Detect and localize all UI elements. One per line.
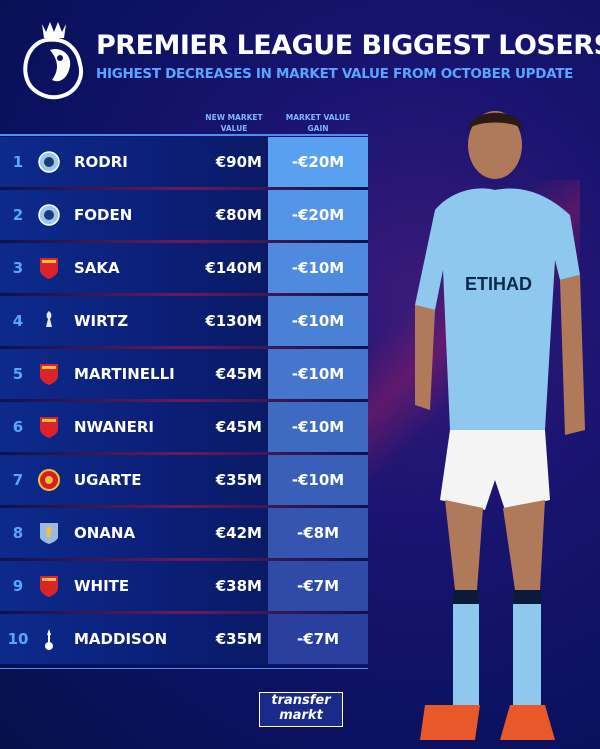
- new-market-value: €130M: [205, 312, 262, 330]
- market-value-gain: -€20M: [268, 137, 368, 187]
- market-value-gain: -€7M: [268, 561, 368, 611]
- rank-number: 10: [7, 630, 29, 648]
- new-market-value: €45M: [215, 365, 262, 383]
- table-row: 4 WIRTZ €130M -€10M: [0, 296, 368, 349]
- row-separator: [0, 611, 368, 614]
- table-row: 10 MADDISON €35M -€7M: [0, 614, 368, 664]
- row-separator: [0, 346, 368, 349]
- player-name: RODRI: [74, 153, 128, 171]
- brand-text-line1: transfer: [271, 693, 331, 708]
- market-value-gain: -€20M: [268, 190, 368, 240]
- new-market-value: €35M: [215, 630, 262, 648]
- page-subtitle: HIGHEST DECREASES IN MARKET VALUE FROM O…: [96, 66, 574, 82]
- player-photo: ETIHAD: [415, 111, 585, 740]
- player-name: WIRTZ: [74, 312, 129, 330]
- player-name: SAKA: [74, 259, 120, 277]
- tottenham-badge-icon: [45, 629, 53, 650]
- arsenal-badge-icon: [40, 417, 58, 438]
- row-separator: [0, 452, 368, 455]
- column-header-new-market-value: NEW MARKET VALUE: [205, 113, 263, 133]
- table-row: 3 SAKA €140M -€10M: [0, 243, 368, 296]
- arsenal-badge-icon: [40, 576, 58, 597]
- rank-number: 4: [12, 312, 24, 330]
- new-market-value: €42M: [215, 524, 262, 542]
- row-background: [0, 614, 268, 664]
- table-bottom-border: [0, 668, 368, 669]
- man-city-badge-icon: [38, 204, 60, 226]
- market-value-gain: -€10M: [268, 455, 368, 505]
- new-market-value: €140M: [205, 259, 262, 277]
- market-value-gain: -€8M: [268, 508, 368, 558]
- page-title: PREMIER LEAGUE BIGGEST LOSERS: [96, 30, 600, 61]
- rank-number: 7: [12, 471, 24, 489]
- rank-number: 9: [12, 577, 24, 595]
- player-name: UGARTE: [74, 471, 142, 489]
- rank-number: 2: [12, 206, 24, 224]
- row-background: [0, 296, 268, 346]
- market-value-gain: -€7M: [268, 614, 368, 664]
- brand-text-line2: markt: [279, 708, 323, 723]
- arsenal-badge-icon: [40, 364, 58, 385]
- market-value-gain: -€10M: [268, 243, 368, 293]
- rank-number: 8: [12, 524, 24, 542]
- rank-number: 1: [12, 153, 24, 171]
- man-united-badge-icon: [38, 469, 60, 491]
- new-market-value: €45M: [215, 418, 262, 436]
- arsenal-badge-icon: [40, 258, 58, 279]
- player-name: NWANERI: [74, 418, 154, 436]
- player-name: FODEN: [74, 206, 133, 224]
- market-value-gain: -€10M: [268, 349, 368, 399]
- player-name: MADDISON: [74, 630, 168, 648]
- table-row: 5 MARTINELLI €45M -€10M: [0, 349, 368, 402]
- row-separator: [0, 187, 368, 190]
- liverpool-badge-icon: [46, 311, 52, 327]
- row-separator: [0, 399, 368, 402]
- new-market-value: €80M: [215, 206, 262, 224]
- table-row: 2 FODEN €80M -€20M: [0, 190, 368, 243]
- row-separator: [0, 558, 368, 561]
- table-top-border: [0, 134, 368, 136]
- rank-number: 6: [12, 418, 24, 436]
- table-row: 7 UGARTE €35M -€10M: [0, 455, 368, 508]
- svg-text:ETIHAD: ETIHAD: [465, 274, 532, 294]
- man-city-badge-icon: [38, 151, 60, 173]
- premier-league-lion-logo: [23, 22, 83, 100]
- new-market-value: €35M: [215, 471, 262, 489]
- table-row: 9 WHITE €38M -€7M: [0, 561, 368, 614]
- table-row: 1 RODRI €90M -€20M: [0, 137, 368, 190]
- new-market-value: €90M: [215, 153, 262, 171]
- table-row: 8 ONANA €42M -€8M: [0, 508, 368, 561]
- transfermarkt-logo: transfer markt: [259, 692, 343, 727]
- new-market-value: €38M: [215, 577, 262, 595]
- column-header-market-value-gain: MARKET VALUE GAIN: [285, 113, 351, 133]
- rank-number: 3: [12, 259, 24, 277]
- table-row: 6 NWANERI €45M -€10M: [0, 402, 368, 455]
- player-name: WHITE: [74, 577, 130, 595]
- row-separator: [0, 240, 368, 243]
- aston-villa-badge-icon: [40, 523, 58, 544]
- market-value-gain: -€10M: [268, 296, 368, 346]
- row-separator: [0, 293, 368, 296]
- rank-number: 5: [12, 365, 24, 383]
- row-separator: [0, 505, 368, 508]
- player-name: ONANA: [74, 524, 136, 542]
- player-name: MARTINELLI: [74, 365, 175, 383]
- market-value-gain: -€10M: [268, 402, 368, 452]
